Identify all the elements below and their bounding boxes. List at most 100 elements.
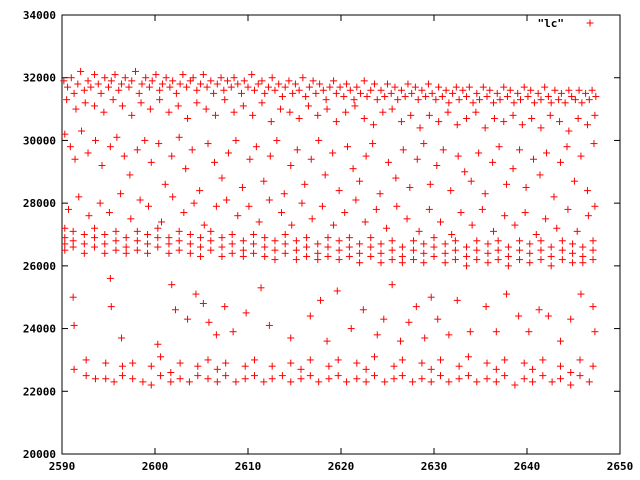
data-point [197,80,205,88]
data-point [377,86,385,94]
data-point [405,318,413,326]
data-point [589,246,597,254]
data-point [422,93,430,101]
data-point [500,83,508,91]
data-point [334,356,342,364]
data-point [473,256,481,264]
data-point [138,80,146,88]
data-point [118,80,126,88]
data-point [576,372,584,380]
data-point [156,96,164,104]
data-point [551,86,559,94]
data-point [356,240,364,248]
data-point [278,93,286,101]
data-point [357,89,365,97]
data-point [223,196,231,204]
data-point [91,375,99,383]
data-point [516,96,524,104]
data-point [110,378,118,386]
data-point [503,93,511,101]
data-point [342,108,350,116]
data-point [535,306,543,314]
data-point [343,80,351,88]
data-point [563,143,571,151]
data-point [250,240,258,248]
data-point [472,108,480,116]
data-point [590,140,598,148]
y-tick-label: 30000 [23,134,56,147]
data-point [511,381,519,389]
y-tick-label: 24000 [23,323,56,336]
data-point [128,77,136,85]
data-point [69,243,77,251]
data-point [168,281,176,289]
data-point [335,246,343,254]
data-point [516,246,524,254]
data-point [146,105,154,113]
data-point [289,89,297,97]
data-point [347,325,355,333]
data-point [564,205,572,213]
data-point [314,256,322,264]
data-point [175,227,183,235]
data-point [544,93,552,101]
data-point [318,202,326,210]
data-point [239,246,247,254]
data-point [442,86,450,94]
data-point [433,162,441,170]
data-point [466,328,474,336]
data-point [261,243,269,251]
data-point [589,303,597,311]
data-point [536,171,544,179]
data-point [72,105,80,113]
data-point [529,378,537,386]
data-point [197,234,205,242]
data-point [133,146,141,154]
data-point [176,80,184,88]
data-point [483,93,491,101]
data-point [501,356,509,364]
data-point [591,111,599,119]
data-point [67,74,75,82]
data-point [213,378,221,386]
data-point [457,209,465,217]
data-point [556,118,564,126]
data-point [360,77,368,85]
data-point [218,243,226,251]
data-point [69,293,77,301]
data-point [537,124,545,132]
data-point [268,74,276,82]
data-point [268,375,276,383]
y-tick-label: 28000 [23,197,56,210]
data-point [589,362,597,370]
data-point [136,196,144,204]
data-point [141,136,149,144]
data-point [175,133,183,141]
data-point [324,243,332,251]
data-point [582,89,590,97]
data-point [162,74,170,82]
data-point [265,196,273,204]
data-point [425,111,433,119]
data-point [381,378,389,386]
data-point [361,218,369,226]
data-point [147,381,155,389]
data-point [362,365,370,373]
data-point [577,152,585,160]
data-point [352,196,360,204]
data-point [322,96,330,104]
data-point [264,83,272,91]
data-point [193,99,201,107]
data-point [107,77,115,85]
data-point [129,359,137,367]
data-point [106,274,114,282]
data-point [184,114,192,122]
data-point [200,221,208,229]
data-point [343,378,351,386]
data-point [307,155,315,163]
data-point [314,249,322,257]
data-point [481,124,489,132]
data-point [449,89,457,97]
data-point [463,114,471,122]
